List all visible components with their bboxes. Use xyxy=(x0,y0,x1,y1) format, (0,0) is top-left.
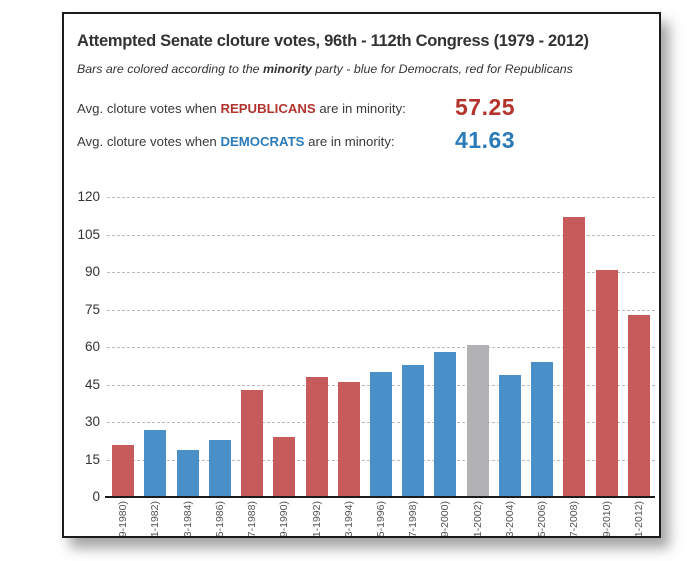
x-tick-label: (1989-1990) xyxy=(278,501,291,538)
bars: (1979-1980) (1981-1982) (1983-1984) (1985-1… xyxy=(107,197,655,536)
y-tick-label-120: 120 xyxy=(77,189,100,204)
x-tick-label: (1995-1996) xyxy=(375,501,387,538)
y-tick-label-90: 90 xyxy=(84,264,100,279)
bar-(1987-1988) xyxy=(241,389,264,497)
stat-row-democrats: Avg. cloture votes when DEMOCRATS are in… xyxy=(77,125,647,158)
gridline-120 xyxy=(107,197,655,198)
x-tick-label: (1997-1998) xyxy=(407,501,420,538)
x-tick-label: (2001-2002) xyxy=(471,501,484,538)
y-tick-label-60: 60 xyxy=(84,339,100,354)
bar-slot: (2001-2002) xyxy=(462,197,494,536)
subtitle-suffix: party - blue for Democrats, red for Repu… xyxy=(311,62,573,76)
bar-(2011-2012) xyxy=(627,314,650,497)
page-title: Attempted Senate cloture votes, 96th - 1… xyxy=(77,32,589,50)
bar-(2003-2004) xyxy=(498,374,521,497)
bar-slot: (1989-1990) xyxy=(268,197,300,536)
x-tick-label: (1985-1986) xyxy=(213,501,226,538)
chart-subtitle: Bars are colored according to the minori… xyxy=(77,62,655,76)
bar-(1991-1992) xyxy=(305,377,328,497)
x-tick-label: (1987-1988) xyxy=(246,501,259,538)
y-tick-label-75: 75 xyxy=(84,301,100,317)
bar-slot: (1991-1992) xyxy=(300,197,332,536)
bar-(2001-2002) xyxy=(466,344,489,497)
stat-value-democrats: 41.63 xyxy=(455,127,516,153)
stat-value-republicans: 57.25 xyxy=(455,94,516,120)
x-tick-label: (1979-1980) xyxy=(117,501,130,538)
bar-slot: (1981-1982) xyxy=(139,197,171,536)
x-tick-label: (1983-1984) xyxy=(181,501,194,538)
bar-(1983-1984) xyxy=(176,449,199,497)
bar-slot: (2003-2004) xyxy=(494,197,526,536)
bar-chart: 0 15 30 45 60 75 90 105 120 (1979-1980) (1981-198… xyxy=(77,189,655,536)
x-tick-label: (2003-2004) xyxy=(503,501,516,538)
bar-slot: (1987-1988) xyxy=(236,197,268,536)
bar-(1979-1980) xyxy=(112,444,135,497)
bar-slot: (2005-2006) xyxy=(526,197,558,536)
y-tick-label-30: 30 xyxy=(84,414,100,429)
bar-(1981-1982) xyxy=(144,429,167,497)
bar-slot: (1993-1994) xyxy=(333,197,365,536)
x-tick-label: (1999-2000) xyxy=(439,501,452,538)
x-tick-label: (1991-1992) xyxy=(310,501,323,538)
bar-slot: (1995-1996) xyxy=(365,197,397,536)
bar-(1995-1996) xyxy=(369,372,392,497)
subtitle-prefix: Bars are colored according to the xyxy=(77,62,263,76)
bar-(2009-2010) xyxy=(595,269,618,497)
x-tick-label: (2005-2006) xyxy=(536,501,549,538)
x-tick-label: (2007-2008) xyxy=(568,501,581,538)
y-tick-label-15: 15 xyxy=(84,451,100,467)
x-tick-label: (2011-2012) xyxy=(632,501,645,538)
subtitle-emphasis: minority xyxy=(262,62,312,76)
gridline-105 xyxy=(107,234,655,236)
party-name-democrats: DEMOCRATS xyxy=(220,134,305,149)
stat-row-republicans: Avg. cloture votes when REPUBLICANS are … xyxy=(77,92,647,125)
bar-(2005-2006) xyxy=(531,362,554,497)
stat-label: Avg. cloture votes when DEMOCRATS are in… xyxy=(77,134,395,149)
bar-slot: (2011-2012) xyxy=(623,197,655,536)
y-tick-label-0: 0 xyxy=(92,489,100,504)
x-tick-label: (2009-2010) xyxy=(600,501,613,538)
x-axis-line xyxy=(105,496,655,498)
y-tick-label-105: 105 xyxy=(77,226,100,242)
x-tick-label: (1981-1982) xyxy=(149,501,162,538)
y-tick-label-45: 45 xyxy=(84,376,100,392)
bar-(2007-2008) xyxy=(563,217,586,497)
bar-slot: (1997-1998) xyxy=(397,197,429,536)
average-stats: Avg. cloture votes when REPUBLICANS are … xyxy=(77,92,647,158)
bar-slot: (1983-1984) xyxy=(171,197,203,536)
bar-slot: (2009-2010) xyxy=(591,197,623,536)
gridline-60 xyxy=(107,347,655,348)
bar-slot: (2007-2008) xyxy=(558,197,590,536)
gridline-75 xyxy=(107,309,655,311)
bar-slot: (1979-1980) xyxy=(107,197,139,536)
stat-label: Avg. cloture votes when REPUBLICANS are … xyxy=(77,101,406,116)
bar-(1993-1994) xyxy=(337,382,360,497)
bar-(1989-1990) xyxy=(273,437,296,497)
chart-card: Attempted Senate cloture votes, 96th - 1… xyxy=(62,12,661,538)
x-tick-label: (1993-1994) xyxy=(342,501,355,538)
gridline-90 xyxy=(107,272,655,273)
bar-(1985-1986) xyxy=(208,439,231,497)
bar-(1999-2000) xyxy=(434,352,457,497)
bar-(1997-1998) xyxy=(402,364,425,497)
bar-slot: (1985-1986) xyxy=(204,197,236,536)
bar-slot: (1999-2000) xyxy=(429,197,461,536)
party-name-republicans: REPUBLICANS xyxy=(220,101,316,116)
